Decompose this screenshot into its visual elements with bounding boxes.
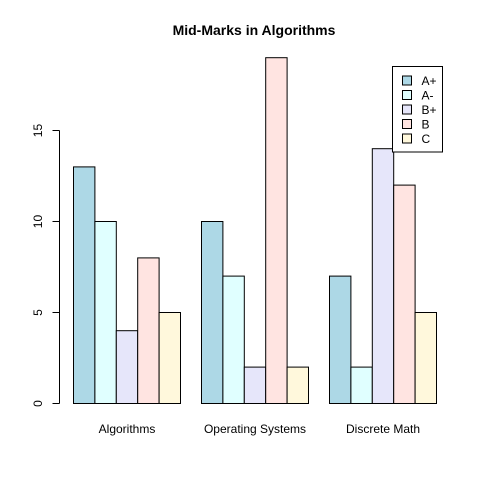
bar-aplus-1 <box>73 166 96 404</box>
x-axis-labels: Algorithms Operating Systems Discrete Math <box>99 422 420 436</box>
y-tick-label: 15 <box>31 124 45 138</box>
x-category-label: Discrete Math <box>346 422 420 436</box>
bar-c-1 <box>158 312 182 404</box>
legend-label: B+ <box>422 103 437 117</box>
bar-c-2 <box>286 366 310 405</box>
legend-swatch <box>402 119 412 129</box>
bar-b-2 <box>265 57 288 404</box>
legend-label: B <box>422 118 430 132</box>
legend-swatch <box>402 90 412 100</box>
bar-aplus-2 <box>201 221 224 404</box>
y-tick-label: 0 <box>31 400 45 407</box>
y-tick-label: 10 <box>31 215 45 229</box>
chart-title: Mid-Marks in Algorithms <box>173 22 336 38</box>
legend-label: A+ <box>422 74 437 88</box>
y-tick-label: 5 <box>31 309 45 316</box>
bar-aminus-1 <box>94 221 117 404</box>
legend-swatch <box>402 133 412 144</box>
bar-bplus-2 <box>243 366 267 405</box>
legend-label: C <box>422 132 431 146</box>
legend: A+A-B+BC <box>392 66 443 153</box>
legend-label: A- <box>422 89 434 103</box>
legend-swatch <box>402 75 412 86</box>
x-category-label: Operating Systems <box>204 422 306 436</box>
y-axis: 0 5 10 15 <box>31 124 60 407</box>
bar-b-3 <box>393 184 416 404</box>
bar-aplus-3 <box>329 275 352 405</box>
bar-aminus-2 <box>222 275 245 405</box>
bar-c-3 <box>414 312 438 404</box>
bars <box>73 57 438 405</box>
bar-aminus-3 <box>350 366 373 405</box>
bar-bplus-1 <box>115 330 139 405</box>
bar-bplus-3 <box>371 148 395 404</box>
legend-swatch <box>402 104 412 115</box>
legend-box <box>392 66 443 153</box>
x-category-label: Algorithms <box>99 422 156 436</box>
bar-b-1 <box>137 257 160 404</box>
